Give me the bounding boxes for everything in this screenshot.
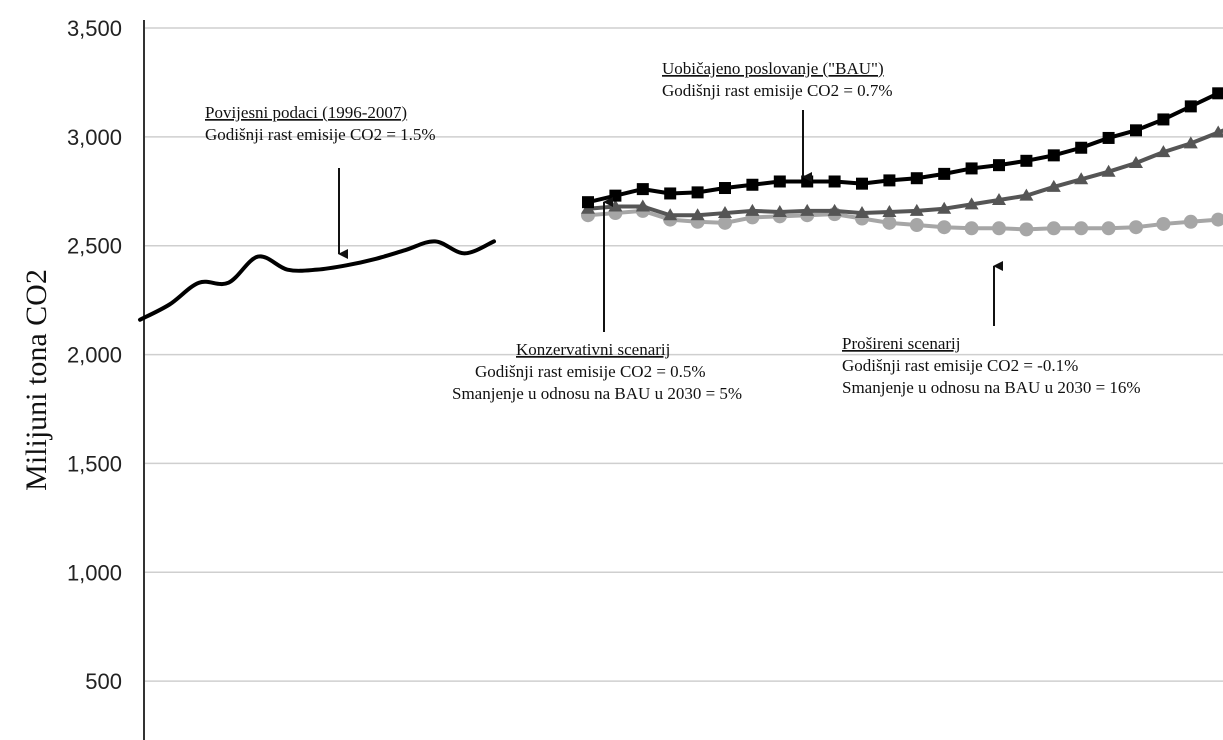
data-point [1019,222,1034,237]
data-point [1046,179,1061,192]
y-tick-label: 1,500 [67,451,122,476]
annotation-historical-title: Povijesni podaci (1996-2007) [205,103,407,122]
y-tick-label: 1,000 [67,560,122,585]
data-point [746,178,759,191]
data-point [1184,100,1197,113]
annotation-conservative-line-1: Godišnji rast emisije CO2 = 0.5% [475,362,706,381]
annotation-conservative: Konzervativni scenarij Godišnji rast emi… [452,197,742,403]
y-tick-labels: 500 1,000 1,500 2,000 2,500 3,000 3,500 [67,16,122,694]
data-point [745,203,760,216]
data-point [1156,145,1171,158]
data-point [1101,221,1116,236]
data-point [718,215,732,230]
data-point [965,162,978,175]
gridlines [144,27,1223,682]
data-point [964,221,979,236]
annotation-bau-title: Uobičajeno poslovanje ("BAU") [662,59,884,78]
data-point [909,218,924,233]
data-point [883,174,896,187]
y-tick-label: 500 [85,669,122,694]
data-point [608,199,623,212]
data-point [993,159,1005,172]
annotation-bau-line-1: Godišnji rast emisije CO2 = 0.7% [662,81,893,100]
data-point [1129,220,1143,235]
series-layer [138,87,1223,322]
y-tick-label: 2,500 [67,234,122,259]
series-conservative [581,125,1223,221]
y-axis-title: Milijuni tona CO2 [20,269,53,491]
annotation-extended: Prošireni scenarij Godišnji rast emisije… [842,261,1141,397]
annotation-conservative-title: Konzervativni scenarij [516,340,670,359]
data-point [1074,172,1089,185]
data-point [1212,87,1223,100]
data-point [1156,216,1171,231]
data-point [827,203,842,216]
data-point [663,208,678,221]
annotation-bau: Uobičajeno poslovanje ("BAU") Godišnji r… [662,59,893,182]
data-point [801,175,814,188]
data-point [800,203,815,216]
data-point [635,199,650,212]
data-point [938,167,951,180]
data-point [582,196,594,209]
annotation-conservative-line-2: Smanjenje u odnosu na BAU u 2030 = 5% [452,384,742,403]
data-point [992,221,1006,236]
data-point [1047,149,1060,162]
data-point [909,203,924,216]
data-point [1211,212,1223,227]
y-tick-label: 3,000 [67,125,122,150]
data-point [664,187,677,200]
data-point [1074,221,1089,236]
data-point [937,220,952,235]
data-point [855,206,869,219]
annotation-extended-title: Prošireni scenarij [842,334,961,353]
y-tick-label: 3,500 [67,16,122,41]
data-point [882,215,897,230]
data-point [1183,214,1198,229]
data-point [910,172,923,185]
data-point [1130,124,1142,137]
data-point [636,183,649,196]
data-point [1020,154,1033,167]
data-point [773,175,786,188]
data-point [1019,188,1034,201]
annotation-historical: Povijesni podaci (1996-2007) Godišnji ra… [205,103,436,259]
data-point [691,186,704,199]
y-tick-label: 2,000 [67,343,122,368]
data-point [992,192,1006,205]
data-point [1102,131,1115,144]
series-historical [138,239,496,322]
series-conservative-line [586,128,1223,218]
annotation-historical-line-1: Godišnji rast emisije CO2 = 1.5% [205,125,436,144]
data-point [1075,141,1088,154]
data-point [1129,155,1143,168]
annotation-extended-line-1: Godišnji rast emisije CO2 = -0.1% [842,356,1078,375]
data-point [718,206,732,219]
data-point [609,189,622,202]
annotation-extended-line-2: Smanjenje u odnosu na BAU u 2030 = 16% [842,378,1141,397]
data-point [1046,221,1061,236]
data-point [882,204,897,217]
data-point [964,197,979,210]
data-point [1211,125,1223,138]
data-point [937,201,952,214]
data-point [1101,164,1116,177]
data-point [856,177,868,190]
series-historical-line [138,239,496,322]
data-point [828,175,841,188]
series-extended [581,203,1223,237]
series-bau [582,87,1223,209]
data-point [719,182,731,195]
data-point [690,208,705,221]
data-point [1157,113,1170,126]
data-point [772,204,787,217]
data-point [1183,136,1198,149]
